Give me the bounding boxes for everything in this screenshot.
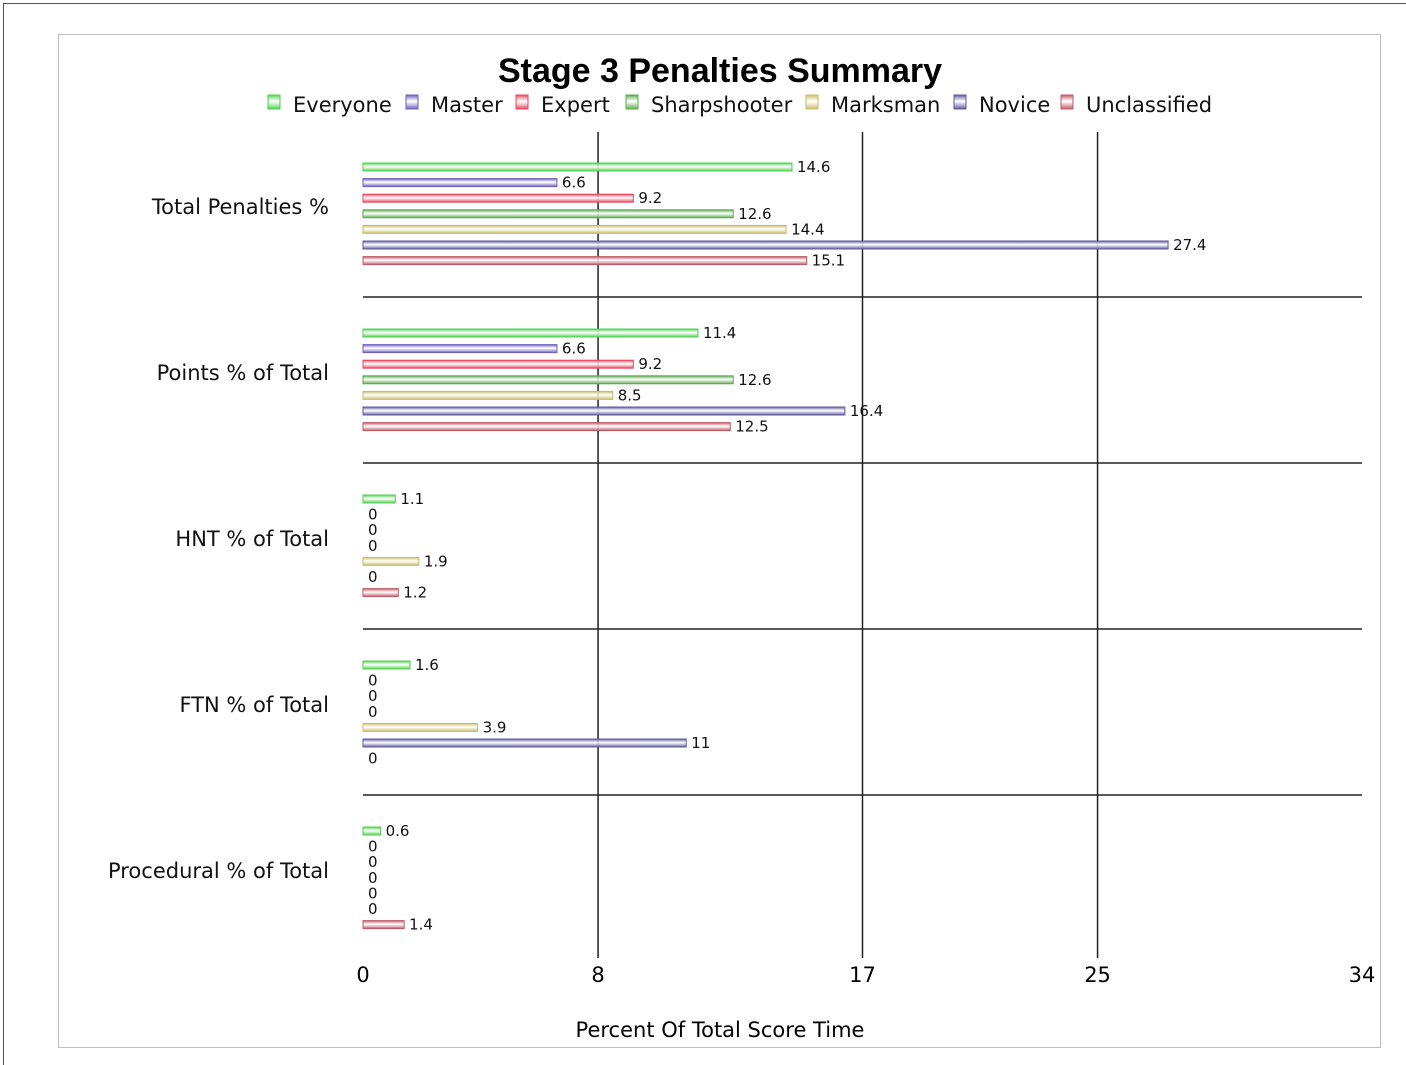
legend-swatch-sharpshooter (625, 94, 639, 110)
grid (363, 132, 1362, 958)
data-label: 0 (368, 703, 378, 721)
data-label: 1.4 (409, 916, 433, 934)
legend-swatch-master (405, 94, 419, 110)
bar-unclassified (362, 920, 405, 930)
legend-swatch-novice (953, 94, 967, 110)
legend: Everyone Master Expert Sharpshooter Marksman… (267, 93, 1212, 117)
legend-label-sharpshooter: Sharpshooter (651, 93, 793, 117)
data-label: 12.5 (735, 418, 768, 436)
legend-label-master: Master (431, 93, 503, 117)
bar-sharpshooter (362, 375, 734, 385)
data-label: 0 (368, 900, 378, 918)
bar-marksman (362, 224, 787, 234)
bar-marksman (362, 722, 479, 732)
data-label: 14.6 (797, 158, 830, 176)
x-tick-label: 25 (1084, 963, 1111, 987)
bar-marksman (362, 556, 420, 566)
bar-unclassified (362, 256, 808, 266)
chart-panel (58, 34, 1381, 1048)
data-label: 6.6 (562, 340, 586, 358)
data-label: 1.9 (424, 552, 448, 570)
category-label: Total Penalties % (151, 195, 329, 219)
bar-expert (362, 359, 634, 369)
chart-title: Stage 3 Penalties Summary (498, 52, 942, 90)
data-label: 9.2 (638, 355, 662, 373)
data-label: 0.6 (386, 822, 410, 840)
data-label: 0 (368, 506, 378, 524)
legend-label-novice: Novice (979, 93, 1050, 117)
bar-everyone (362, 328, 699, 338)
category-label: Procedural % of Total (108, 859, 329, 883)
bar-novice (362, 240, 1169, 250)
bar-everyone (362, 660, 411, 670)
data-label: 0 (368, 568, 378, 586)
x-tick-label: 34 (1349, 963, 1376, 987)
bar-master (362, 178, 558, 188)
category-label: Points % of Total (157, 361, 329, 385)
bar-novice (362, 738, 687, 748)
data-label: 8.5 (618, 386, 642, 404)
data-label: 0 (368, 838, 378, 856)
data-label: 0 (368, 687, 378, 705)
legend-swatch-everyone (267, 94, 281, 110)
window-frame (3, 3, 1406, 1065)
data-label: 11.4 (703, 324, 736, 342)
x-tick-label: 17 (849, 963, 876, 987)
bar-everyone (362, 162, 793, 172)
legend-swatch-marksman (805, 94, 819, 110)
bar-expert (362, 193, 634, 203)
data-label: 11 (691, 734, 710, 752)
bar-novice (362, 406, 846, 416)
x-tick-label: 0 (356, 963, 369, 987)
bar-marksman (362, 390, 614, 400)
data-label: 12.6 (738, 371, 771, 389)
data-label: 1.6 (415, 656, 439, 674)
data-label: 16.4 (850, 402, 883, 420)
data-label: 0 (368, 869, 378, 887)
data-label: 9.2 (638, 189, 662, 207)
data-label: 6.6 (562, 174, 586, 192)
data-label: 0 (368, 750, 378, 768)
legend-label-everyone: Everyone (293, 93, 392, 117)
bar-everyone (362, 494, 396, 504)
data-label: 0 (368, 672, 378, 690)
category-label: HNT % of Total (175, 527, 329, 551)
category-label: FTN % of Total (179, 693, 329, 717)
data-label: 3.9 (483, 718, 507, 736)
data-label: 1.1 (400, 490, 424, 508)
data-label: 0 (368, 537, 378, 555)
legend-label-marksman: Marksman (831, 93, 940, 117)
data-label: 0 (368, 521, 378, 539)
data-label: 27.4 (1173, 236, 1206, 254)
bar-master (362, 344, 558, 354)
data-label: 0 (368, 853, 378, 871)
data-label: 12.6 (738, 205, 771, 223)
bar-everyone (362, 826, 382, 836)
bar-sharpshooter (362, 209, 734, 219)
data-label: 1.2 (403, 584, 427, 602)
x-axis-ticks: 0 8 17 25 34 (356, 963, 1375, 987)
x-axis-label: Percent Of Total Score Time (576, 1018, 865, 1042)
data-label: 0 (368, 884, 378, 902)
legend-swatch-expert (515, 94, 529, 110)
legend-swatch-unclassified (1060, 94, 1074, 110)
bars: Total Penalties % 14.6 6.6 9.2 12.6 14.4 27.4 1… (108, 158, 1207, 934)
bar-unclassified (362, 588, 399, 598)
legend-label-unclassified: Unclassified (1086, 93, 1212, 117)
legend-label-expert: Expert (541, 93, 610, 117)
bar-unclassified (362, 422, 731, 432)
x-tick-label: 8 (591, 963, 604, 987)
data-label: 14.4 (791, 220, 824, 238)
data-label: 15.1 (812, 252, 845, 270)
